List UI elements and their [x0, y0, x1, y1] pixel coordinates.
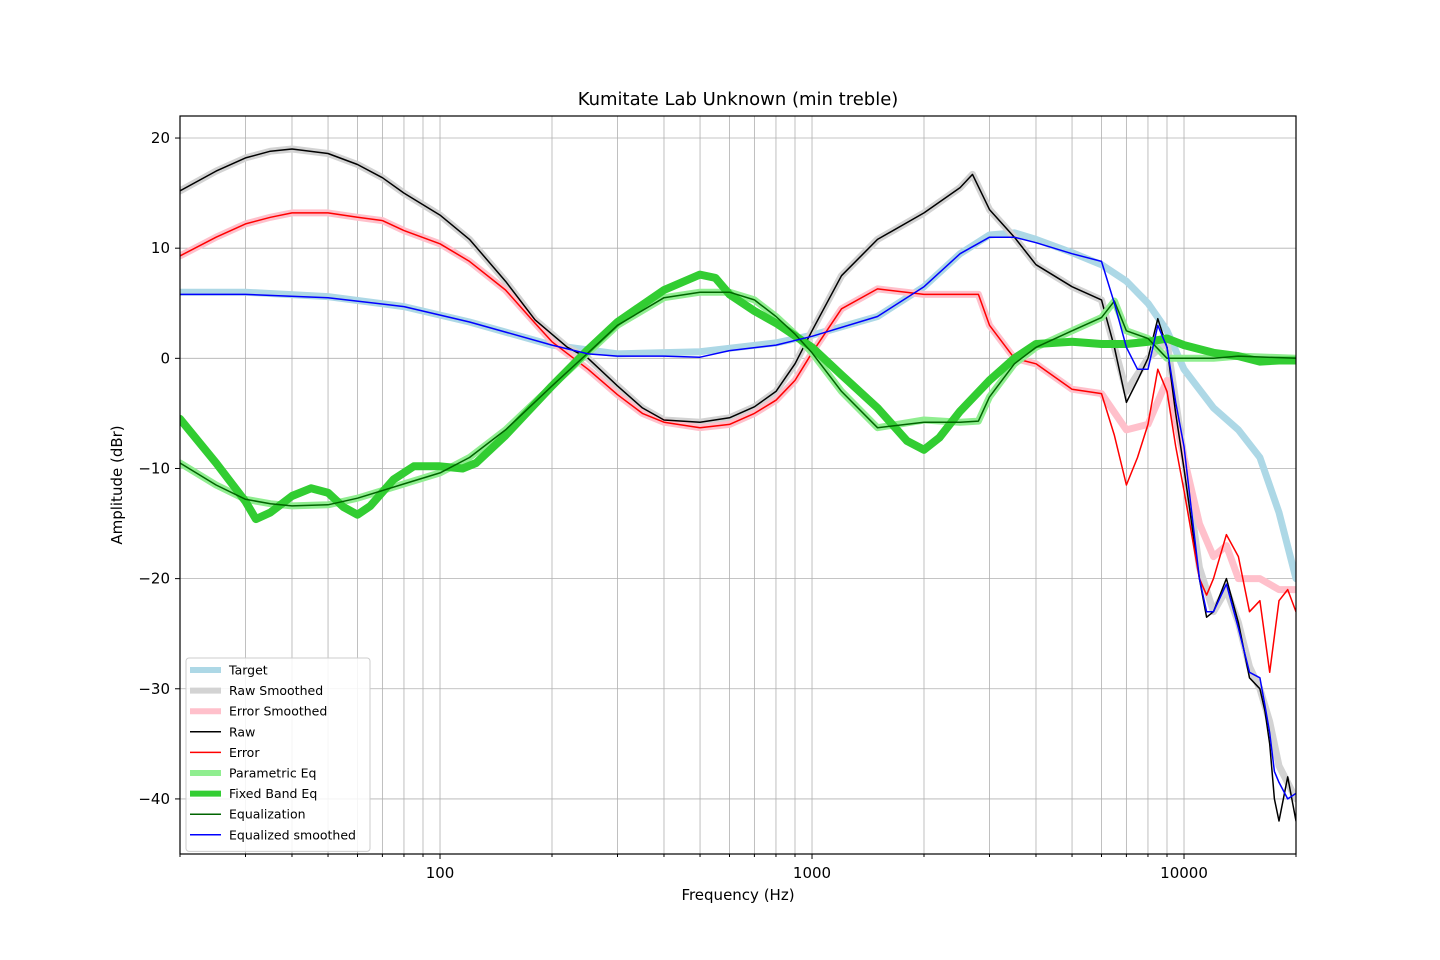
series-line-equalized-smoothed: [180, 236, 1296, 800]
x-tick-label: 10000: [1160, 864, 1208, 882]
y-tick-label: 20: [151, 129, 170, 147]
y-tick-label: −30: [138, 680, 170, 698]
x-tick-label: 100: [426, 864, 455, 882]
legend: Target Raw Smoothed Error Smoothed Raw Error…: [185, 657, 371, 852]
plot-area: [180, 145, 1296, 822]
y-tick-label: −40: [138, 790, 170, 808]
y-tick-label: −20: [138, 570, 170, 588]
y-tick-label: −10: [138, 459, 170, 477]
legend-label: Raw: [229, 724, 255, 739]
grid: [179, 116, 1297, 854]
series-line-error: [180, 212, 1296, 674]
chart-title: Kumitate Lab Unknown (min treble): [578, 89, 899, 110]
y-tick-label: 10: [151, 239, 170, 257]
series-line-raw: [180, 148, 1296, 822]
y-axis-label: Amplitude (dBr): [108, 425, 126, 544]
legend-label: Error Smoothed: [229, 704, 327, 719]
legend-label: Parametric Eq: [229, 766, 317, 781]
legend-box: [185, 657, 371, 852]
legend-label: Raw Smoothed: [229, 683, 323, 698]
x-tick-label: 1000: [793, 864, 831, 882]
series-line-equalization: [180, 291, 1296, 507]
legend-label: Error: [229, 745, 260, 760]
x-axis-label: Frequency (Hz): [681, 886, 794, 904]
y-tick-label: 0: [160, 349, 170, 367]
legend-label: Fixed Band Eq: [229, 786, 317, 801]
legend-label: Equalized smoothed: [229, 827, 356, 842]
series-layer: [180, 145, 1296, 822]
plot-frame: [179, 115, 1297, 855]
legend-label: Target: [228, 663, 268, 678]
legend-label: Equalization: [229, 807, 306, 822]
